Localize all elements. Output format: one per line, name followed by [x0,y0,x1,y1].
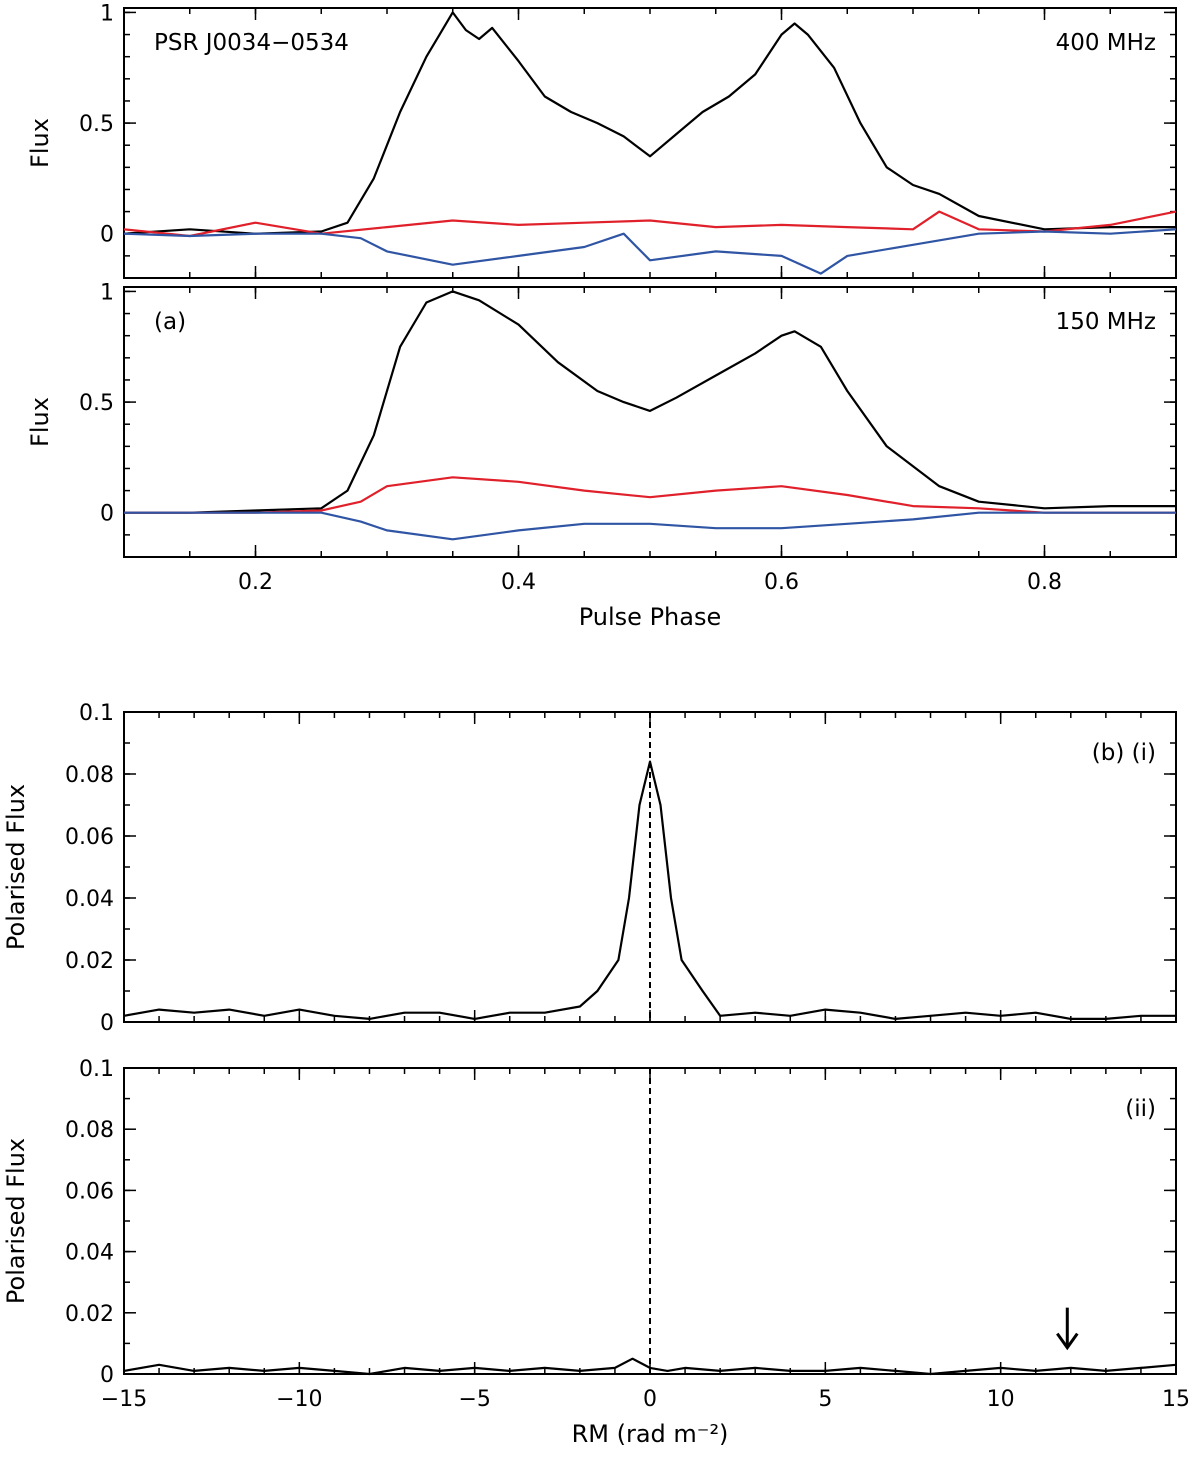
y-tick-label: 1 [100,1,114,26]
x-tick-label: −15 [101,1387,147,1412]
panel-b2: 0 0.02 0.04 0.06 0.08 0.1 −15 −10 −5 0 5 10 15 Polari… [2,1057,1190,1448]
y-tick-label: 0.02 [65,1302,114,1327]
series-line-linear-polarisation [124,476,1176,514]
panel-a1: 0 0.5 1 Flux PSR J0034−0534 400 MHz [26,1,1177,279]
y-tick-label: 0 [100,223,114,248]
series-line-total-intensity [124,290,1176,514]
x-axis-label: Pulse Phase [579,603,722,631]
y-tick-label: 0.04 [65,887,114,912]
y-tick-label: 0.5 [79,112,114,137]
x-tick-label: 5 [818,1387,832,1412]
y-tick-label: 0.5 [79,391,114,416]
series-line-faraday-spectrum [123,760,1176,1021]
panel-a2: 0 0.5 1 0.2 0.4 0.6 0.8 Flux Pulse Phase (a) 150 M… [26,280,1177,631]
x-tick-label: 0.4 [501,570,536,595]
x-tick-label: 0.8 [1027,570,1062,595]
series-line-faraday-spectrum [123,1357,1177,1376]
panel-b1: 0 0.02 0.04 0.06 0.08 0.1 Polarised Flux (b) (i… [2,701,1177,1036]
x-tick-label: 0.2 [238,570,273,595]
x-tick-label: 0 [643,1387,657,1412]
panel-annotation: 150 MHz [1056,309,1156,335]
panel-title: (a) [154,309,186,335]
panel-title: PSR J0034−0534 [154,30,349,56]
y-tick-label: 0.02 [65,949,114,974]
y-tick-label: 0 [100,1363,114,1388]
arrow-down-icon [1056,1332,1079,1351]
x-tick-label: −10 [276,1387,322,1412]
y-axis-label: Polarised Flux [2,1138,30,1304]
x-axis-label: RM (rad m⁻²) [572,1420,729,1448]
y-axis-label: Flux [26,118,54,168]
y-tick-label: 0.06 [65,1179,114,1204]
y-tick-label: 0.04 [65,1241,114,1266]
panel-annotation: (b) (i) [1092,740,1156,766]
y-tick-label: 0.1 [79,701,114,726]
panel-annotation: (ii) [1125,1096,1156,1122]
x-tick-label: 0.6 [764,570,799,595]
series-line-circular-polarisation [124,511,1176,541]
y-tick-label: 1 [100,280,114,305]
x-tick-label: 10 [987,1387,1015,1412]
x-tick-label: −5 [458,1387,490,1412]
y-tick-label: 0.08 [65,1118,114,1143]
y-axis-label: Flux [26,397,54,447]
y-tick-label: 0 [100,502,114,527]
x-tick-label: 15 [1162,1387,1190,1412]
y-tick-label: 0.1 [79,1057,114,1082]
y-tick-label: 0.08 [65,763,114,788]
panel-annotation: 400 MHz [1056,30,1156,56]
y-axis-label: Polarised Flux [2,784,30,950]
plot-frame [123,286,1177,558]
series-line-linear-polarisation [123,210,1177,238]
y-tick-label: 0.06 [65,825,114,850]
y-tick-label: 0 [100,1011,114,1036]
series-line-circular-polarisation [123,228,1177,275]
series-line-total-intensity [123,11,1176,235]
